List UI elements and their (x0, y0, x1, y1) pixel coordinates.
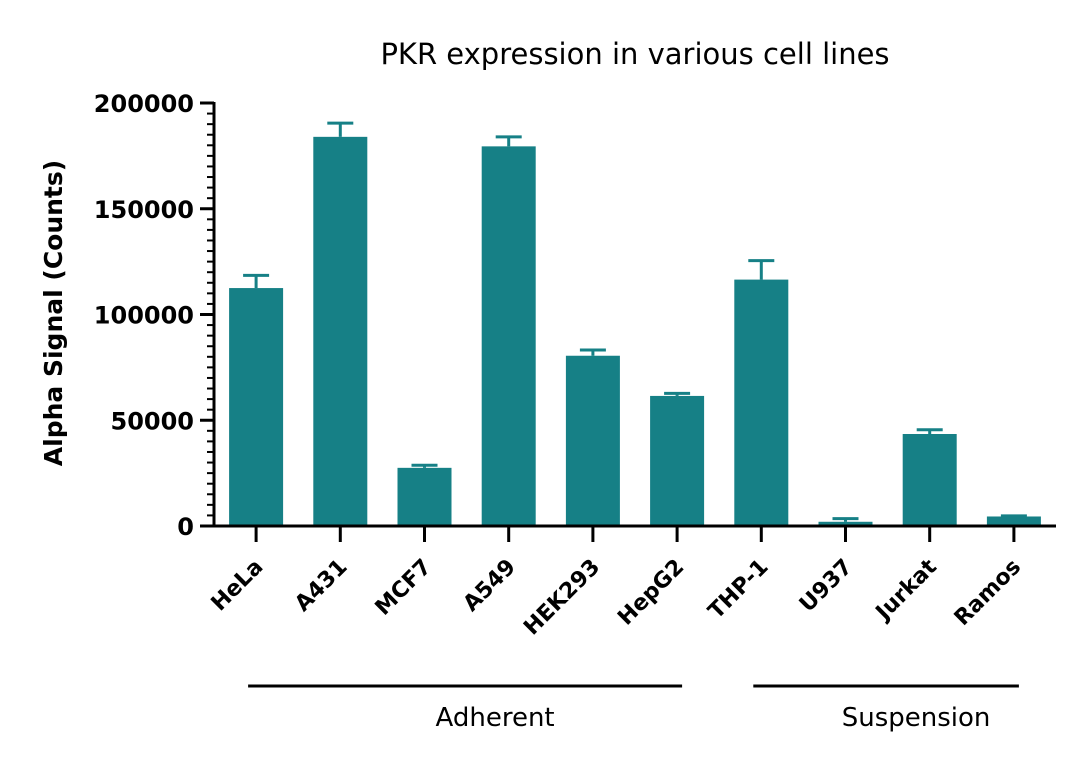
bars-layer (229, 136, 1041, 527)
error-bars-layer (243, 121, 1027, 522)
y-tick-label: 50000 (111, 407, 195, 435)
bar-a549 (481, 146, 536, 527)
x-tick-label-u937: U937 (795, 555, 858, 618)
group-label-adherent: Adherent (436, 703, 555, 733)
y-tick-label: 100000 (94, 302, 194, 330)
x-tick-label-a431: A431 (290, 555, 352, 617)
bar-thp-1 (734, 279, 789, 526)
x-tick-label-ramos: Ramos (950, 555, 1026, 631)
x-tick-label-hepg2: HepG2 (613, 555, 689, 631)
x-tick-label-jurkat: Jurkat (870, 554, 942, 626)
x-tick-label-mcf7: MCF7 (371, 555, 437, 621)
x-tick-label-thp-1: THP-1 (704, 555, 774, 625)
bar-mcf7 (397, 467, 452, 526)
group-brackets-layer: Adherent Suspension (248, 684, 1019, 733)
y-tick-label: 200000 (94, 90, 194, 118)
bar-jurkat (902, 433, 957, 526)
y-tick-label: 150000 (94, 196, 194, 224)
x-tick-label-hek293: HEK293 (519, 555, 605, 641)
bar-ramos (986, 516, 1041, 526)
bar-u937 (818, 521, 873, 526)
x-tick-label-a549: A549 (459, 555, 521, 617)
x-tick-label-hela: HeLa (207, 555, 269, 617)
bar-hela (229, 288, 284, 526)
bar-hek293 (565, 355, 620, 526)
bar-hepg2 (650, 395, 705, 526)
bar-a431 (313, 136, 368, 526)
group-label-suspension: Suspension (842, 703, 991, 733)
chart-title: PKR expression in various cell lines (380, 37, 889, 71)
y-tick-label: 0 (177, 513, 194, 541)
y-axis-label: Alpha Signal (Counts) (39, 160, 68, 466)
